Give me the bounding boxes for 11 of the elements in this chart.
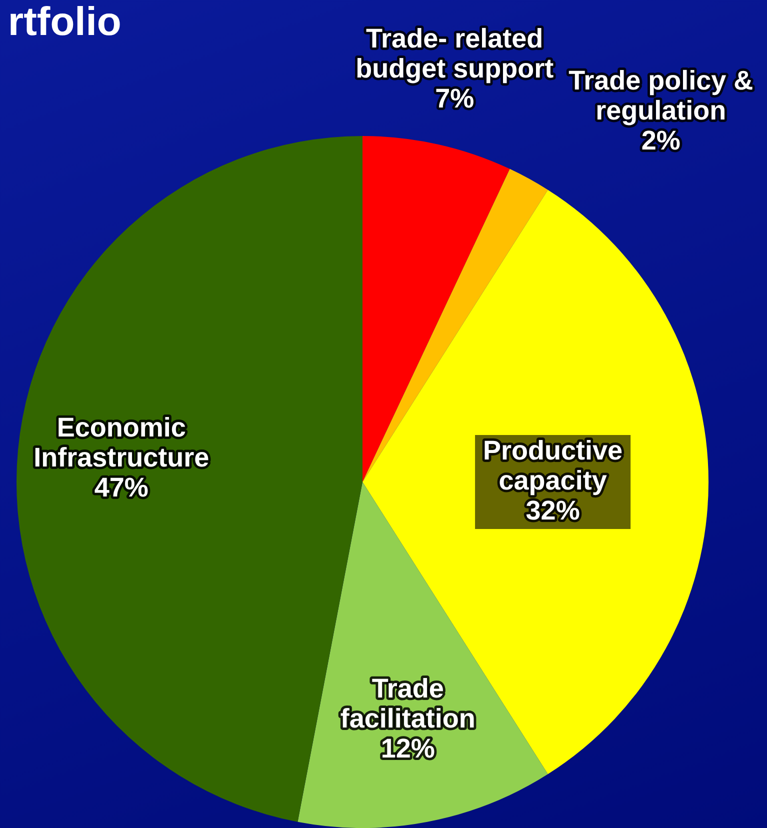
slice-label: Trade- related budget support xyxy=(356,24,554,84)
data-label: 7% xyxy=(435,84,474,114)
slice-label: Economic Infrastructure xyxy=(34,412,210,473)
data-label: 12% xyxy=(380,733,435,764)
data-label: 47% xyxy=(94,472,148,503)
data-label: 32% xyxy=(526,495,580,526)
chart-title: rtfolio xyxy=(8,0,122,44)
slice-label: Trade policy & regulation xyxy=(568,66,754,126)
slice-label: Productive capacity xyxy=(483,435,623,496)
slice-label: Trade facilitation xyxy=(340,673,476,734)
data-label: 2% xyxy=(641,126,680,156)
